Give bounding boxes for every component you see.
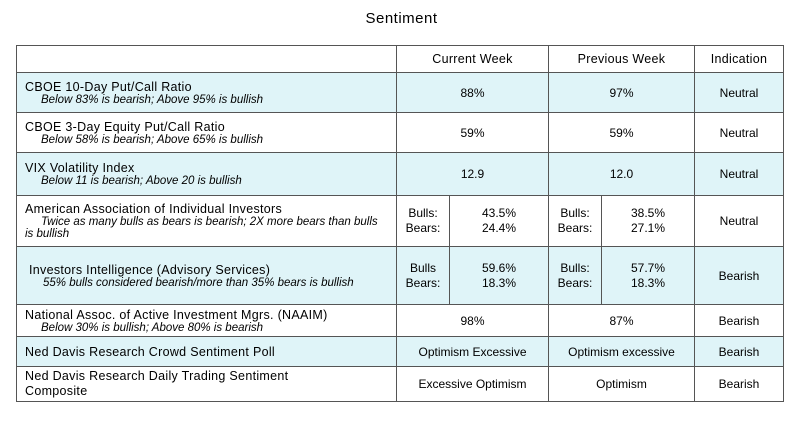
previous-value: 59% [548, 112, 695, 153]
bulls-value: 38.5% [630, 206, 666, 220]
previous-value: 97% [548, 72, 695, 113]
table-row: CBOE 3-Day Equity Put/Call Ratio Below 5… [16, 112, 784, 153]
bears-value: 18.3% [630, 275, 666, 290]
indicator-rule: Below 11 is bearish; Above 20 is bullish [41, 175, 242, 187]
indicator-label: CBOE 3-Day Equity Put/Call Ratio Below 5… [16, 112, 397, 153]
current-value: 98% [396, 304, 549, 337]
indication-value: Neutral [694, 195, 784, 247]
indicator-name: CBOE 10-Day Put/Call Ratio [25, 79, 192, 94]
indicator-label: American Association of Individual Inves… [16, 195, 397, 247]
bears-label: Bears: [405, 275, 441, 290]
bears-value: 18.3% [481, 275, 517, 290]
indicator-label: Ned Davis Research Crowd Sentiment Poll [16, 336, 397, 367]
header-current-week: Current Week [396, 45, 549, 73]
table-row: Ned Davis Research Crowd Sentiment Poll … [16, 336, 784, 367]
bulls-value: 43.5% [481, 206, 517, 220]
bears-value: 27.1% [630, 221, 666, 235]
indication-value: Bearish [694, 304, 784, 337]
bulls-label: Bulls: [408, 206, 438, 220]
current-value: Optimism Excessive [396, 336, 549, 367]
indicator-label: Investors Intelligence (Advisory Service… [16, 246, 397, 305]
table-row: Ned Davis Research Daily Trading Sentime… [16, 366, 784, 402]
current-value: Excessive Optimism [396, 366, 549, 402]
previous-value: Optimism [548, 366, 695, 402]
indicator-name: National Assoc. of Active Investment Mgr… [25, 307, 328, 322]
table-row: VIX Volatility Index Below 11 is bearish… [16, 152, 784, 196]
bulls-label: Bulls: [560, 206, 590, 220]
indication-value: Bearish [694, 366, 784, 402]
indicator-rule: Twice as many bulls as bears is bearish;… [25, 216, 378, 240]
indicator-name: Ned Davis Research Daily Trading Sentime… [25, 369, 289, 398]
bulls-value: 57.7% [630, 260, 666, 275]
current-value: 59% [396, 112, 549, 153]
header-blank [16, 45, 397, 73]
bulls-label: Bulls [409, 260, 436, 275]
indicator-rule: 55% bulls considered bearish/more than 3… [43, 276, 354, 289]
table-row: CBOE 10-Day Put/Call Ratio Below 83% is … [16, 72, 784, 113]
indicator-name: VIX Volatility Index [25, 161, 135, 175]
indicator-name: American Association of Individual Inves… [25, 202, 283, 216]
indicator-name: Investors Intelligence (Advisory Service… [29, 262, 271, 277]
page-title: Sentiment [365, 10, 438, 27]
indicator-rule: Below 58% is bearish; Above 65% is bulli… [41, 133, 264, 146]
bears-label: Bears: [557, 221, 593, 235]
header-row: Current Week Previous Week Indication [16, 45, 784, 73]
indicator-name: CBOE 3-Day Equity Put/Call Ratio [25, 119, 225, 134]
current-value: 88% [396, 72, 549, 113]
indicator-label: National Assoc. of Active Investment Mgr… [16, 304, 397, 337]
indicator-name: Ned Davis Research Crowd Sentiment Poll [25, 344, 275, 359]
bears-label: Bears: [557, 275, 593, 290]
indication-value: Neutral [694, 112, 784, 153]
table-row: National Assoc. of Active Investment Mgr… [16, 304, 784, 337]
indicator-label: CBOE 10-Day Put/Call Ratio Below 83% is … [16, 72, 397, 113]
header-previous-week: Previous Week [548, 45, 695, 73]
sentiment-table: Current Week Previous Week Indication CB… [16, 45, 784, 402]
indicator-label: Ned Davis Research Daily Trading Sentime… [16, 366, 397, 402]
indication-value: Neutral [694, 152, 784, 196]
bears-value: 24.4% [481, 221, 517, 235]
indication-value: Bearish [694, 336, 784, 367]
current-value: Bulls: Bears: 43.5% 24.4% [396, 195, 549, 247]
previous-value: 87% [548, 304, 695, 337]
indicator-rule: Below 83% is bearish; Above 95% is bulli… [41, 93, 264, 106]
table-row: American Association of Individual Inves… [16, 195, 784, 247]
indicator-label: VIX Volatility Index Below 11 is bearish… [16, 152, 397, 196]
bulls-value: 59.6% [481, 260, 517, 275]
table-row: Investors Intelligence (Advisory Service… [16, 246, 784, 305]
indication-value: Bearish [694, 246, 784, 305]
previous-value: Bulls: Bears: 57.7% 18.3% [548, 246, 695, 305]
previous-value: 12.0 [548, 152, 695, 196]
bulls-label: Bulls: [560, 260, 590, 275]
bears-label: Bears: [405, 221, 441, 235]
current-value: Bulls Bears: 59.6% 18.3% [396, 246, 549, 305]
current-value: 12.9 [396, 152, 549, 196]
previous-value: Optimism excessive [548, 336, 695, 367]
header-indication: Indication [694, 45, 784, 73]
previous-value: Bulls: Bears: 38.5% 27.1% [548, 195, 695, 247]
indication-value: Neutral [694, 72, 784, 113]
indicator-rule: Below 30% is bullish; Above 80% is beari… [41, 321, 264, 334]
